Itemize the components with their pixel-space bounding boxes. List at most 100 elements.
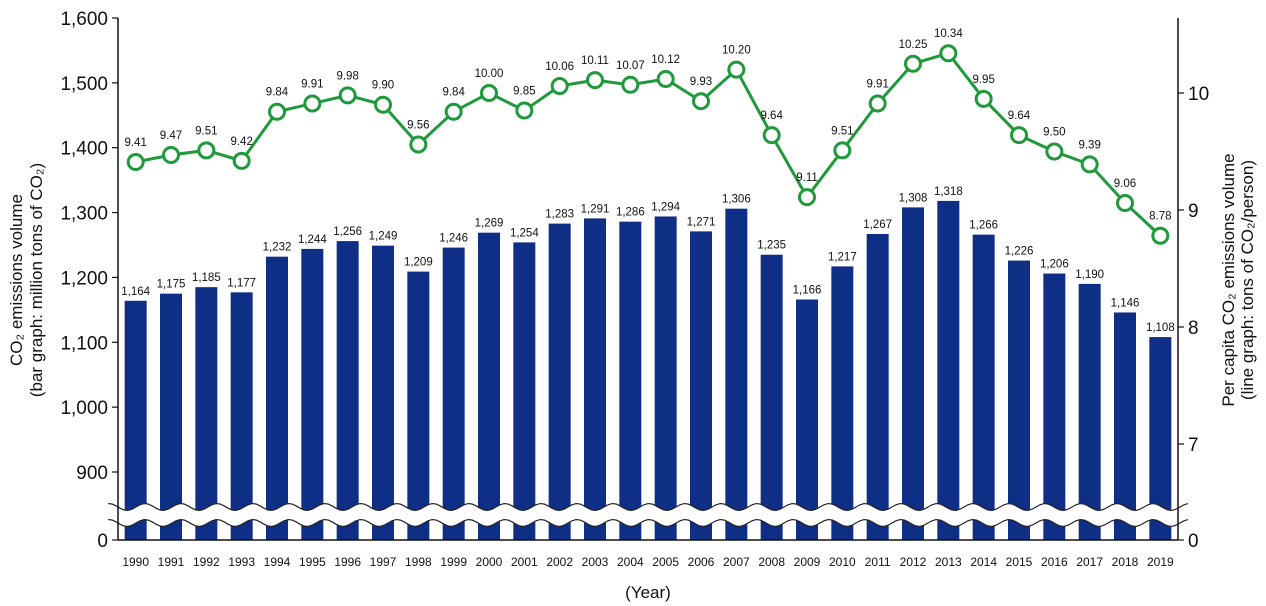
x-tick-label-2018: 2018 [1112, 555, 1139, 569]
y-left-tick-label-1000: 1,000 [60, 398, 108, 419]
x-tick-label-2001: 2001 [511, 555, 538, 569]
bar-2014 [972, 234, 995, 540]
bar-2011 [866, 233, 889, 540]
line-point-label-2010: 9.51 [831, 125, 853, 137]
x-tick-label-2016: 2016 [1041, 555, 1068, 569]
x-tick-label-1991: 1991 [158, 555, 185, 569]
bar-1994 [266, 256, 288, 540]
x-tick-label-1990: 1990 [122, 555, 149, 569]
bar-label-2001: 1,254 [510, 227, 539, 239]
line-point-label-1998: 9.56 [407, 119, 429, 131]
bar-label-2007: 1,306 [722, 194, 751, 206]
x-tick-label-2009: 2009 [794, 555, 821, 569]
bar-label-2004: 1,286 [616, 207, 645, 219]
line-point-label-1995: 9.91 [301, 79, 323, 91]
bar-1991 [160, 293, 182, 540]
line-point-label-2019: 8.78 [1149, 211, 1171, 223]
line-point-2014 [974, 89, 993, 108]
bar-2016 [1043, 273, 1066, 540]
bar-1990 [124, 300, 147, 540]
x-axis-title: (Year) [625, 583, 671, 602]
y-left-tick-label-1500: 1,500 [60, 74, 108, 95]
bar-1997 [372, 245, 394, 541]
bar-label-2006: 1,271 [687, 216, 716, 228]
bar-2009 [796, 299, 818, 540]
line-point-label-2002: 10.06 [545, 61, 574, 73]
line-point-1996 [338, 86, 357, 105]
axis-break-line-top [107, 502, 1189, 512]
bar-1992 [195, 287, 218, 540]
bar-2003 [584, 218, 606, 540]
line-point-2004 [621, 75, 640, 94]
bar-2008 [760, 254, 783, 540]
x-tick-label-2012: 2012 [900, 555, 927, 569]
line-path [135, 51, 1162, 237]
line-point-2019 [1151, 226, 1170, 245]
line-point-label-2012: 10.25 [899, 39, 928, 51]
line-point-label-2017: 9.39 [1078, 139, 1100, 151]
bar-label-1997: 1,249 [369, 231, 398, 243]
bar-2006 [690, 231, 712, 540]
x-tick-label-2013: 2013 [935, 555, 962, 569]
x-tick-label-2015: 2015 [1006, 555, 1033, 569]
line-point-1999 [444, 102, 463, 121]
line-point-2018 [1116, 193, 1134, 212]
line-point-label-2014: 9.95 [972, 74, 994, 86]
bar-1996 [336, 241, 359, 540]
bar-label-1993: 1,177 [227, 277, 256, 289]
bar-2010 [831, 266, 854, 540]
bar-label-1992: 1,185 [192, 272, 221, 284]
y-left-tick-label-1100: 1,100 [60, 333, 108, 354]
y-right-tick-label-8: 8 [1188, 318, 1199, 339]
line-point-1997 [374, 95, 392, 114]
y-right-tick-label-9: 9 [1188, 201, 1199, 222]
line-point-label-1991: 9.47 [160, 130, 182, 142]
line-point-label-1997: 9.90 [372, 80, 394, 92]
line-point-label-2013: 10.34 [934, 28, 963, 40]
bar-label-1996: 1,256 [333, 226, 362, 238]
bar-2007 [725, 208, 748, 540]
bar-label-1990: 1,164 [121, 286, 150, 298]
line-point-2001 [515, 101, 534, 120]
line-point-2015 [1010, 126, 1028, 145]
y-left-tick-label-0: 0 [97, 531, 108, 552]
bar-label-2003: 1,291 [581, 203, 610, 215]
bar-2017 [1078, 283, 1101, 540]
line-point-label-2015: 9.64 [1008, 110, 1031, 122]
x-tick-label-1992: 1992 [193, 555, 220, 569]
x-tick-label-2003: 2003 [582, 555, 609, 569]
bar-1998 [407, 271, 430, 540]
axes: 900 1,000 1,100 1,200 1,300 1,400 1,500 1,600 0 7… [60, 9, 1209, 569]
bar-label-2017: 1,190 [1075, 269, 1104, 281]
line-point-2013 [939, 44, 958, 63]
x-tick-label-2006: 2006 [688, 555, 715, 569]
bar-label-1991: 1,175 [157, 279, 186, 291]
x-tick-label-2002: 2002 [546, 555, 573, 569]
bar-label-2019: 1,108 [1146, 322, 1175, 334]
line-point-1990 [126, 153, 145, 172]
y-left-tick-label-1300: 1,300 [60, 204, 108, 225]
x-tick-label-2011: 2011 [865, 555, 891, 569]
y-left-tick-label-1600: 1,600 [60, 9, 108, 30]
line-point-2017 [1080, 155, 1099, 174]
y-right-tick-label-10: 10 [1188, 84, 1209, 105]
bar-1993 [230, 292, 253, 540]
line-point-label-1993: 9.42 [230, 136, 252, 148]
line-point-label-1999: 9.84 [442, 87, 465, 99]
bar-2012 [902, 207, 924, 540]
axis-break-line-bottom [107, 518, 1189, 528]
bar-label-2016: 1,206 [1040, 259, 1069, 271]
bar-series: 1,164 1,175 1,185 1,177 1,232 1,244 1,256 1,249… [121, 186, 1175, 541]
line-point-2016 [1045, 142, 1064, 161]
x-tick-label-2019: 2019 [1147, 555, 1174, 569]
bar-1999 [442, 247, 465, 540]
x-tick-label-2014: 2014 [970, 555, 997, 569]
y-left-axis-title-line1: CO₂ emissions volume [7, 194, 26, 366]
y-left-tick-label-1200: 1,200 [60, 268, 108, 289]
bar-label-1994: 1,232 [263, 242, 292, 254]
y-right-axis-title-line2: (line graph: tons of CO₂/person) [1238, 160, 1257, 400]
bar-label-1995: 1,244 [298, 234, 327, 246]
bar-label-2018: 1,146 [1111, 297, 1140, 309]
bar-2001 [513, 242, 536, 541]
line-point-1998 [409, 135, 428, 154]
